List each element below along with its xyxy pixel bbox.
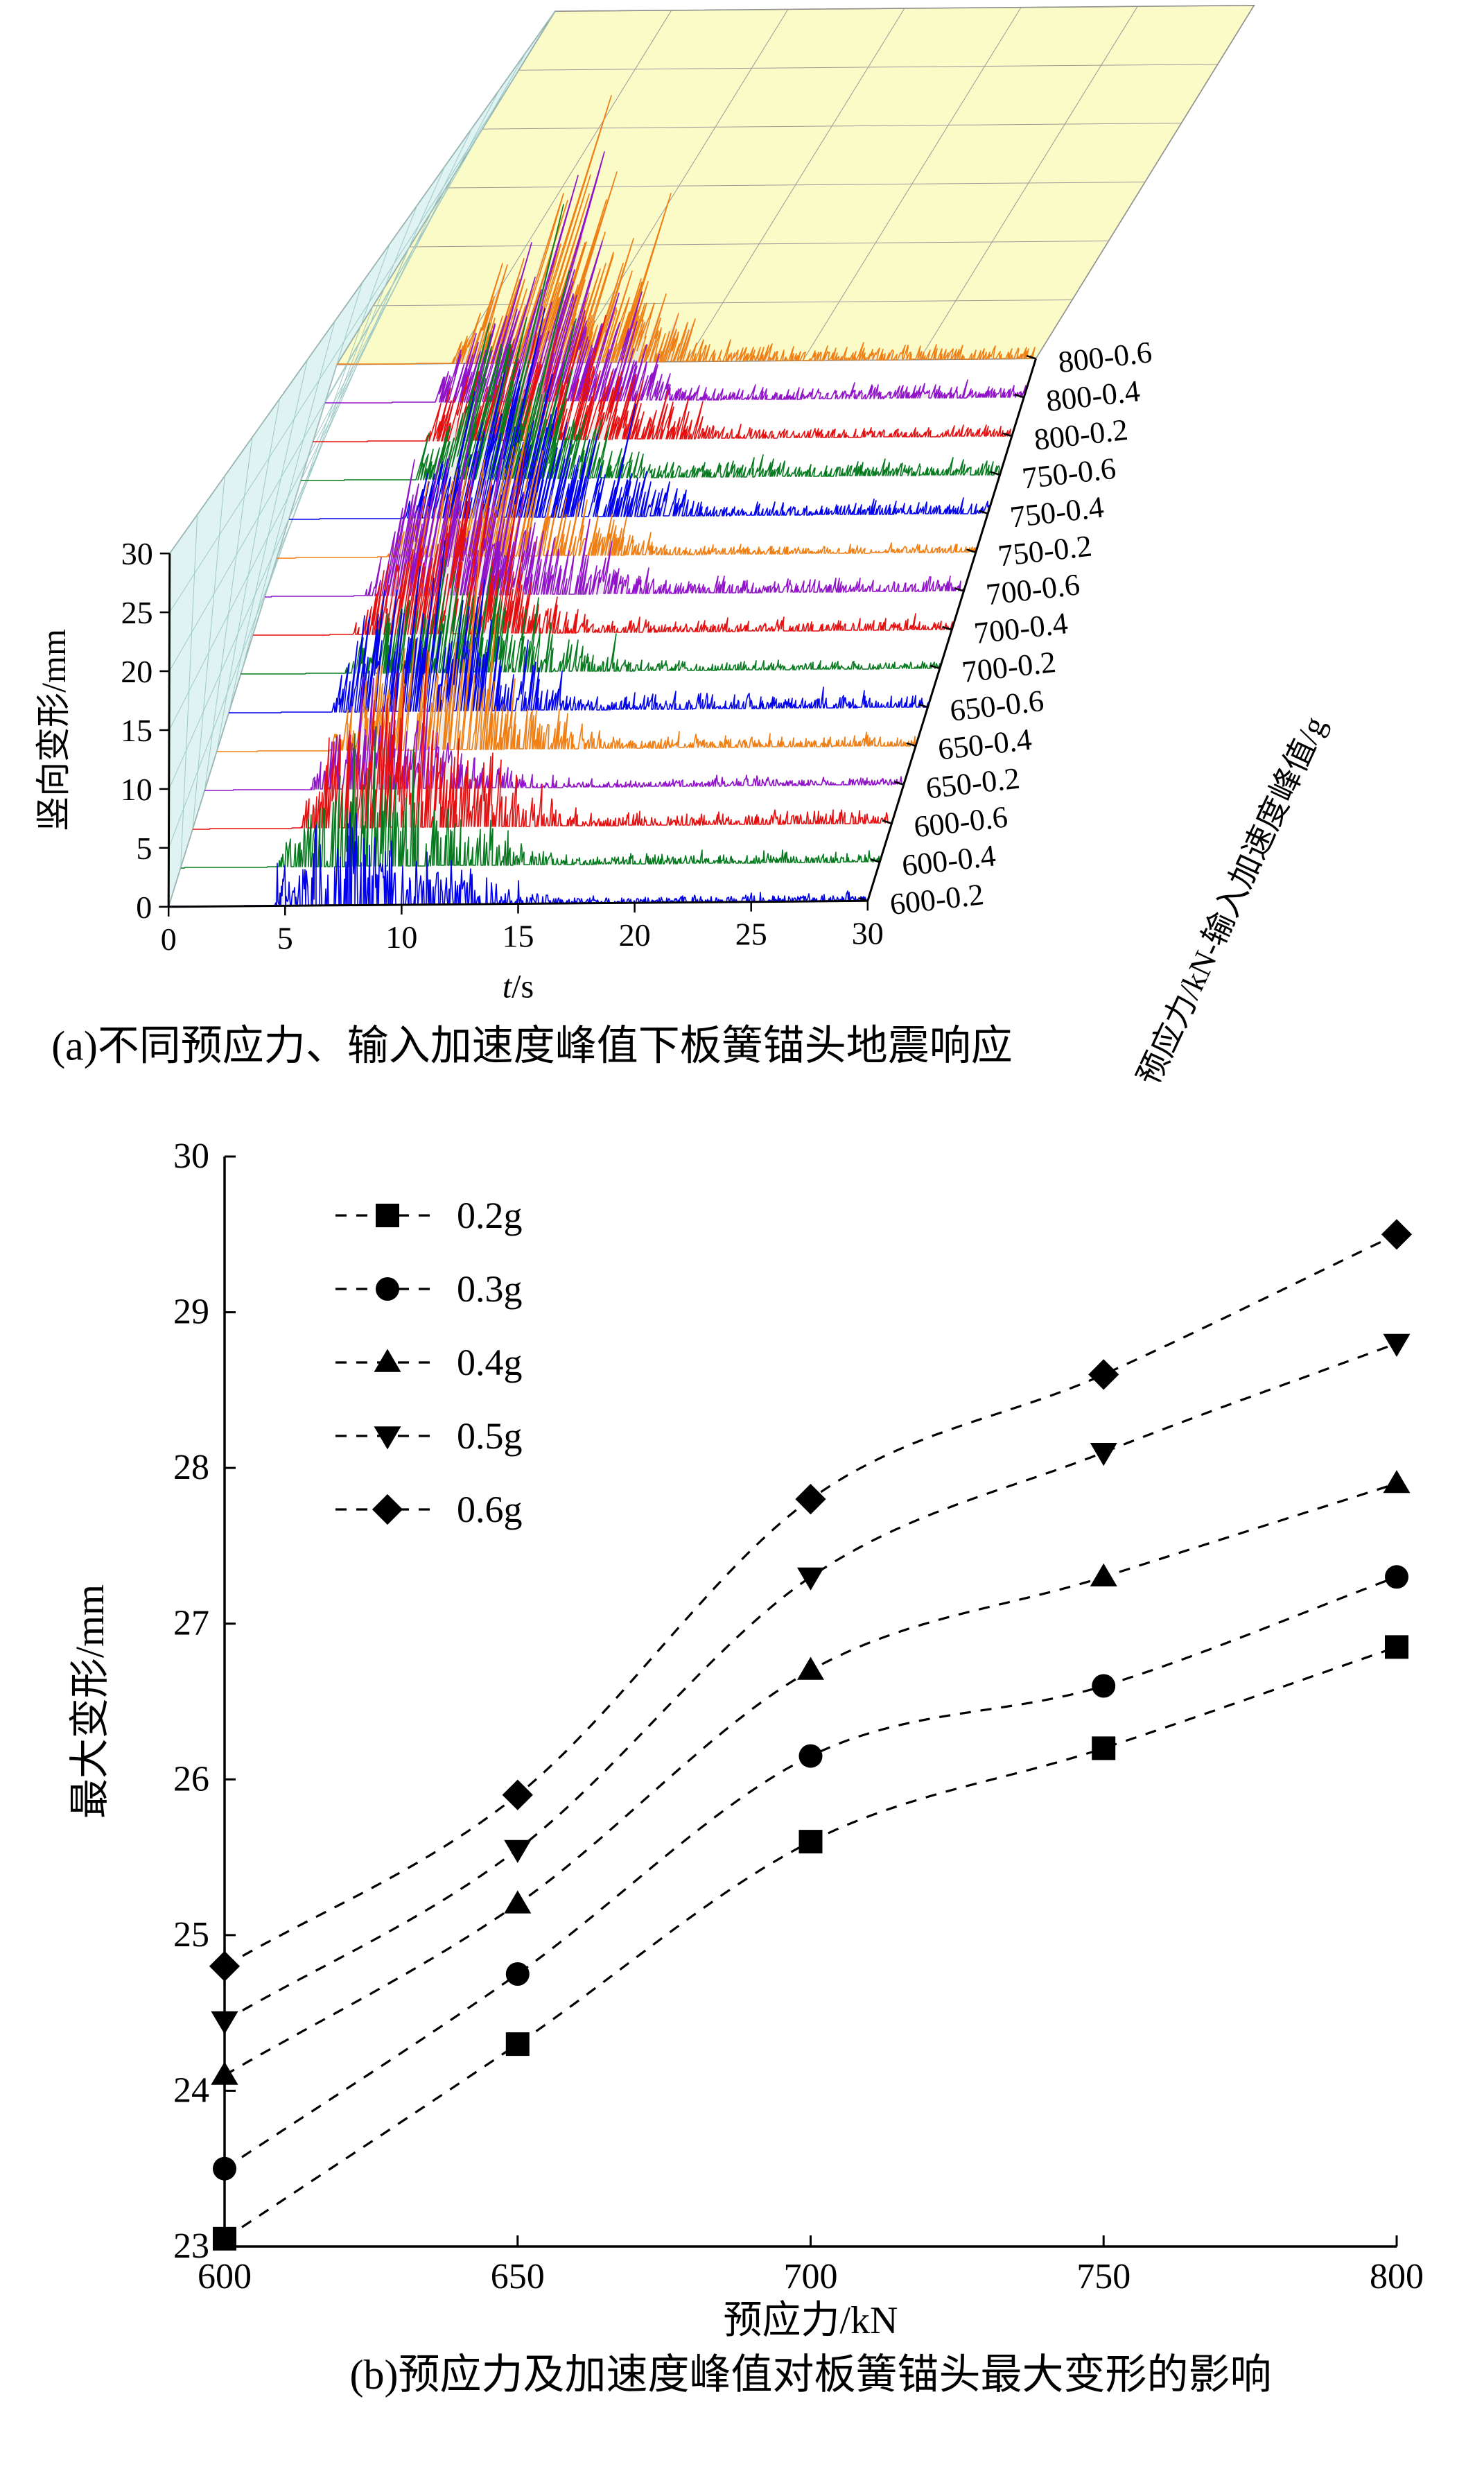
svg-text:0: 0 (161, 921, 177, 957)
svg-text:600: 600 (198, 2257, 252, 2296)
svg-text:(a)不同预应力、输入加速度峰值下板簧锚头地震响应: (a)不同预应力、输入加速度峰值下板簧锚头地震响应 (51, 1023, 1013, 1069)
svg-text:700-0.2: 700-0.2 (960, 645, 1057, 689)
svg-text:600-0.2: 600-0.2 (888, 877, 985, 921)
svg-text:0.5g: 0.5g (457, 1415, 523, 1457)
svg-text:800-0.6: 800-0.6 (1056, 335, 1153, 379)
svg-text:0.4g: 0.4g (457, 1342, 523, 1383)
svg-text:竖向变形/mm: 竖向变形/mm (34, 629, 73, 831)
svg-text:650-0.2: 650-0.2 (924, 761, 1021, 806)
svg-text:800: 800 (1370, 2257, 1424, 2296)
svg-text:650-0.4: 650-0.4 (936, 722, 1033, 767)
svg-text:600-0.4: 600-0.4 (900, 838, 997, 883)
svg-text:25: 25 (173, 1915, 209, 1955)
svg-text:预应力/kN: 预应力/kN (724, 2299, 898, 2342)
svg-text:0: 0 (136, 890, 152, 925)
svg-text:700-0.4: 700-0.4 (972, 606, 1070, 650)
svg-text:0.6g: 0.6g (457, 1489, 523, 1530)
svg-text:25: 25 (735, 917, 767, 952)
svg-text:5: 5 (277, 920, 293, 955)
svg-text:27: 27 (173, 1604, 209, 1643)
svg-text:29: 29 (173, 1292, 209, 1332)
svg-text:(b)预应力及加速度峰值对板簧锚头最大变形的影响: (b)预应力及加速度峰值对板簧锚头最大变形的影响 (350, 2352, 1272, 2398)
svg-text:30: 30 (173, 1136, 209, 1176)
svg-text:650: 650 (491, 2257, 545, 2296)
svg-text:24: 24 (173, 2070, 209, 2110)
svg-text:800-0.2: 800-0.2 (1032, 413, 1129, 457)
svg-text:最大变形/mm: 最大变形/mm (67, 1584, 112, 1819)
svg-text:预应力/kN-输入加速度峰值/g: 预应力/kN-输入加速度峰值/g (1131, 711, 1332, 1082)
svg-text:650-0.6: 650-0.6 (948, 684, 1045, 728)
svg-text:30: 30 (121, 536, 153, 571)
svg-text:750-0.4: 750-0.4 (1009, 490, 1106, 535)
svg-text:750: 750 (1076, 2257, 1131, 2296)
svg-text:25: 25 (121, 595, 153, 630)
svg-text:t/s: t/s (503, 969, 534, 1005)
svg-text:0.3g: 0.3g (457, 1268, 523, 1310)
svg-text:20: 20 (619, 917, 651, 953)
svg-text:800-0.4: 800-0.4 (1045, 374, 1142, 418)
svg-text:750-0.2: 750-0.2 (996, 528, 1093, 573)
svg-text:700: 700 (784, 2257, 838, 2296)
svg-text:750-0.6: 750-0.6 (1020, 451, 1117, 496)
svg-text:26: 26 (173, 1759, 209, 1799)
svg-text:10: 10 (121, 772, 152, 807)
svg-text:15: 15 (503, 919, 534, 954)
svg-text:30: 30 (852, 915, 884, 951)
svg-text:28: 28 (173, 1448, 209, 1487)
svg-text:10: 10 (385, 919, 417, 955)
svg-text:600-0.6: 600-0.6 (912, 799, 1009, 844)
svg-text:20: 20 (121, 654, 152, 689)
svg-text:0.2g: 0.2g (457, 1195, 523, 1236)
svg-text:700-0.6: 700-0.6 (984, 567, 1081, 612)
svg-text:5: 5 (137, 831, 152, 866)
svg-text:15: 15 (121, 713, 152, 748)
